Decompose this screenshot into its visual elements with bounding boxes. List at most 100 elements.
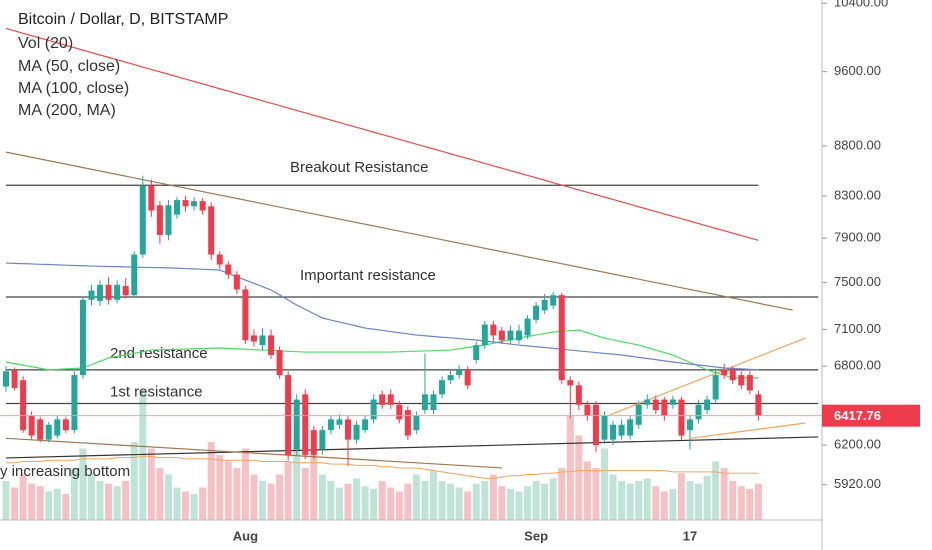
- volume-bar: [130, 442, 138, 520]
- candle-body: [396, 404, 403, 420]
- volume-bar: [626, 483, 634, 520]
- candle-body: [174, 200, 180, 215]
- candle-body: [704, 399, 711, 411]
- volume-bar: [532, 481, 540, 520]
- volume-bar: [199, 487, 207, 520]
- candle-body: [225, 264, 232, 275]
- y-tick-label: 10400.00: [834, 0, 888, 10]
- annotation-label: 2nd resistance: [110, 345, 208, 362]
- candle-body: [45, 424, 52, 440]
- volume-bar: [746, 488, 754, 520]
- trend-line: [5, 437, 502, 469]
- candle-body: [302, 394, 309, 455]
- x-tick-label: 17: [683, 528, 697, 543]
- volume-bar: [618, 481, 626, 520]
- y-tick-label: 6800.00: [834, 358, 881, 373]
- candle-body: [105, 284, 112, 300]
- candle-body: [669, 399, 676, 405]
- candle-body: [233, 274, 240, 290]
- candle-body: [610, 424, 617, 440]
- y-tick-label: 8800.00: [834, 137, 881, 152]
- volume-bar: [164, 474, 172, 520]
- candle-body: [79, 299, 86, 376]
- volume-bar: [79, 448, 87, 520]
- candle-body: [285, 375, 292, 455]
- candle-body: [541, 299, 548, 311]
- volume-bar: [113, 486, 121, 520]
- candle-body: [122, 285, 129, 296]
- candle-body: [62, 419, 69, 431]
- candle-body: [687, 419, 693, 431]
- candle-body: [139, 185, 146, 255]
- volume-bar: [635, 481, 643, 520]
- candle-body: [447, 375, 454, 381]
- candle-body: [516, 330, 522, 341]
- candle-body: [635, 404, 642, 425]
- candle-body: [644, 399, 651, 405]
- candle-body: [755, 394, 762, 416]
- volume-bar: [575, 435, 583, 520]
- candle-body: [362, 419, 369, 431]
- candle-body: [156, 205, 163, 235]
- candle-body: [533, 305, 540, 320]
- volume-bar: [430, 470, 437, 520]
- candle-body: [439, 380, 446, 395]
- volume-bar: [447, 483, 455, 520]
- candle-body: [729, 370, 736, 381]
- volume-bar: [370, 488, 378, 520]
- volume-bar: [378, 481, 386, 520]
- volume-bar: [541, 483, 549, 520]
- volume-bar: [36, 486, 44, 520]
- candle-body: [259, 335, 266, 346]
- annotation-label: 1st resistance: [110, 383, 203, 400]
- candle-body: [575, 385, 582, 405]
- volume-bar: [361, 486, 369, 520]
- candle-body: [601, 415, 608, 440]
- candle-body: [712, 375, 719, 400]
- candle-body: [421, 394, 428, 411]
- volume-bar: [62, 494, 70, 520]
- volume-bar: [122, 481, 130, 520]
- candle-body: [618, 424, 625, 436]
- x-tick-label: Aug: [233, 528, 258, 543]
- candle-body: [250, 335, 257, 342]
- volume-bar: [592, 468, 600, 520]
- volume-bar: [147, 448, 155, 520]
- ma-line: [5, 27, 759, 241]
- volume-bar: [395, 491, 403, 520]
- volume-bar: [105, 483, 113, 520]
- candle-body: [191, 201, 198, 207]
- candle-body: [28, 415, 35, 436]
- y-tick-label: 5920.00: [834, 476, 881, 491]
- candle-body: [490, 324, 497, 336]
- volume-bar: [207, 442, 215, 520]
- candle-body: [182, 200, 189, 207]
- candle-body: [507, 330, 514, 341]
- candle-body: [721, 370, 728, 376]
- candle-body: [456, 370, 463, 376]
- candle-body: [88, 290, 95, 300]
- volume-ma-line: [6, 455, 759, 479]
- volume-bar: [515, 491, 523, 520]
- candle-body: [430, 394, 437, 411]
- candle-body: [652, 399, 659, 411]
- volume-bar: [703, 475, 711, 520]
- volume-bar: [216, 455, 224, 520]
- volume-bar: [173, 487, 181, 520]
- plot-area: Breakout Resistance Important resistance 2…: [0, 27, 822, 520]
- volume-bar: [156, 468, 164, 520]
- candle-body: [131, 254, 138, 296]
- volume-bar: [250, 474, 258, 520]
- volume-bar: [677, 473, 685, 520]
- volume-bar: [293, 442, 301, 520]
- volume-bar: [720, 468, 728, 520]
- candle-body: [208, 206, 215, 255]
- candle-body: [387, 394, 394, 405]
- candle-body: [54, 419, 61, 436]
- volume-bar: [327, 481, 335, 520]
- x-tick-label: Sep: [524, 528, 548, 543]
- candle-body: [695, 404, 702, 420]
- annotation-label: y increasing bottom: [0, 463, 130, 480]
- trend-line: [5, 436, 819, 459]
- last-price-label: 6417.76: [834, 408, 881, 423]
